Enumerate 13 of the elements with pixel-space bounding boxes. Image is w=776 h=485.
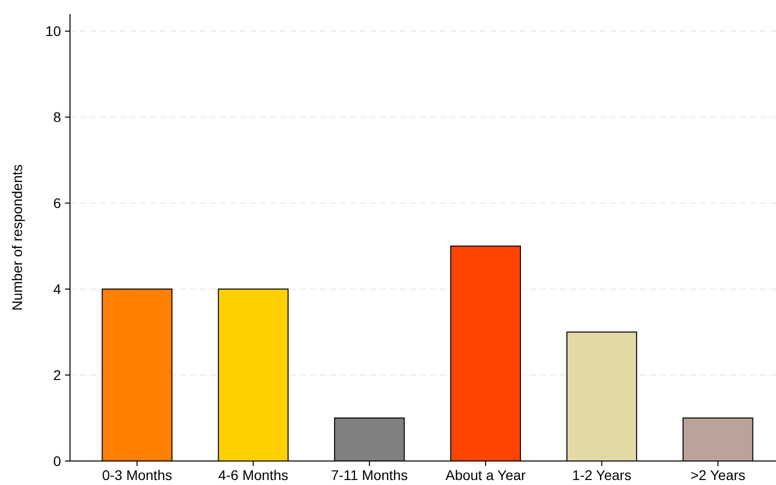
y-tick-label: 8 <box>53 109 62 126</box>
y-tick-label: 6 <box>53 195 62 212</box>
x-tick-label: About a Year <box>445 467 526 483</box>
x-tick-label: 7-11 Months <box>331 467 408 483</box>
y-tick-label: 0 <box>53 452 62 469</box>
x-tick-label: 0-3 Months <box>102 467 172 483</box>
x-tick-label: 1-2 Years <box>572 467 632 483</box>
y-tick-label: 4 <box>53 280 62 297</box>
y-tick-label: 2 <box>53 366 62 383</box>
x-tick-label: >2 Years <box>690 467 746 483</box>
x-tick-label: 4-6 Months <box>218 467 288 483</box>
y-tick-label: 10 <box>45 23 62 40</box>
y-axis-title: Number of respondents <box>9 164 25 311</box>
